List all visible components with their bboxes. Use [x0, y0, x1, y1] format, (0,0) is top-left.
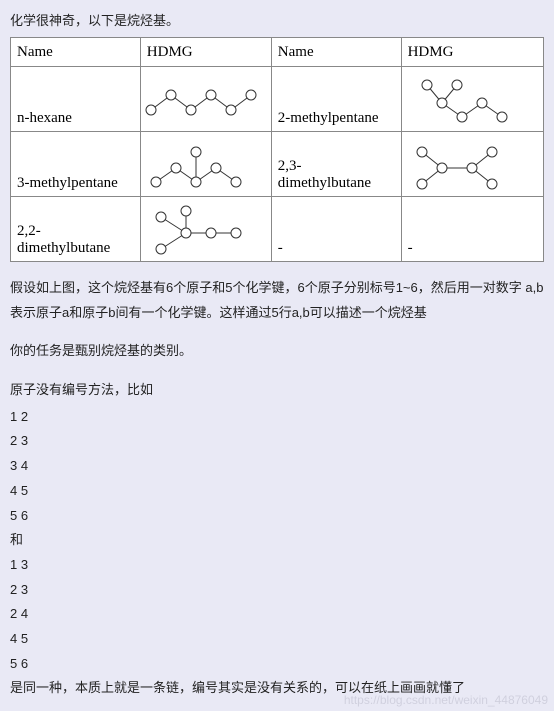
watermark-text: https://blog.csdn.net/weixin_44876049	[344, 693, 548, 707]
example-block-1: 1 2 2 3 3 4 4 5 5 6	[10, 405, 544, 528]
name-2methylpentane: 2-methylpentane	[271, 67, 401, 132]
table-row: 2,2-dimethylbutane - -	[11, 197, 544, 262]
structure-nhexane	[140, 67, 271, 132]
example-block-2: 1 3 2 3 2 4 4 5 5 6	[10, 553, 544, 676]
table-row: 3-methylpentane 2,3-dimethylbutane	[11, 132, 544, 197]
name-22dimethylbutane: 2,2-dimethylbutane	[11, 197, 141, 262]
bond-line: 2 4	[10, 602, 544, 627]
bond-line: 1 2	[10, 405, 544, 430]
header-name-2: Name	[271, 38, 401, 67]
header-name-1: Name	[11, 38, 141, 67]
structure-empty: -	[401, 197, 543, 262]
structure-23dimethylbutane	[401, 132, 543, 197]
structure-22dimethylbutane	[140, 197, 271, 262]
structure-2methylpentane	[401, 67, 543, 132]
name-empty: -	[271, 197, 401, 262]
bond-line: 1 3	[10, 553, 544, 578]
bond-line: 3 4	[10, 454, 544, 479]
paragraph-2: 你的任务是甄别烷烃基的类别。	[10, 339, 544, 364]
bond-line: 5 6	[10, 504, 544, 529]
name-3methylpentane: 3-methylpentane	[11, 132, 141, 197]
structure-3methylpentane	[140, 132, 271, 197]
paragraph-3: 原子没有编号方法，比如	[10, 378, 544, 403]
bond-line: 2 3	[10, 578, 544, 603]
header-hdmg-1: HDMG	[140, 38, 271, 67]
header-hdmg-2: HDMG	[401, 38, 543, 67]
bond-line: 4 5	[10, 479, 544, 504]
name-23dimethylbutane: 2,3-dimethylbutane	[271, 132, 401, 197]
bond-line: 5 6	[10, 652, 544, 677]
paragraph-1: 假设如上图，这个烷烃基有6个原子和5个化学键，6个原子分别标号1~6，然后用一对…	[10, 276, 544, 325]
table-row: n-hexane 2-methylpentane	[11, 67, 544, 132]
compounds-table: Name HDMG Name HDMG n-hexane 2-methylpen…	[10, 37, 544, 262]
bond-line: 4 5	[10, 627, 544, 652]
table-header-row: Name HDMG Name HDMG	[11, 38, 544, 67]
intro-text: 化学很神奇，以下是烷烃基。	[10, 10, 544, 29]
bond-line: 2 3	[10, 429, 544, 454]
name-nhexane: n-hexane	[11, 67, 141, 132]
connector-and: 和	[10, 528, 544, 553]
